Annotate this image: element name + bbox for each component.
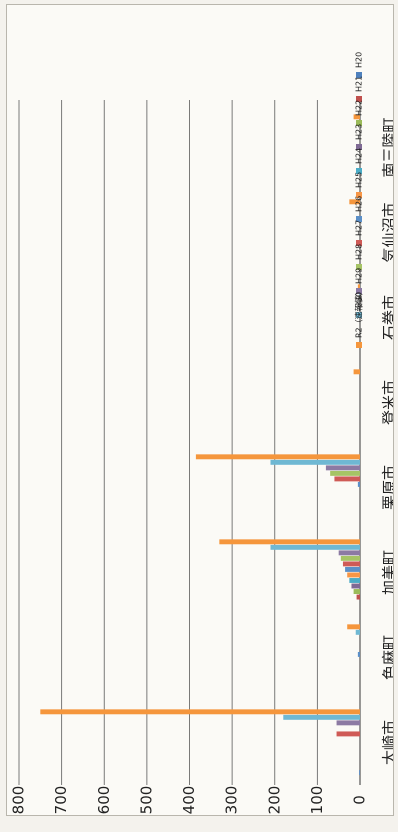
bars [40,114,360,776]
legend-label-5: H25 [355,172,364,188]
bar-2-11 [219,539,360,545]
chart-frame: 0 100 200 300 400 500 600 700 800 大崎市 色麻町 加美町 栗原市 登米市… [6,4,394,816]
bar-2-3 [351,583,360,589]
legend-label-2: H22 [355,100,364,116]
tick-label-600: 600 [95,786,113,815]
legend-swatch-9 [356,288,362,294]
legend-label-10: H30 [355,292,364,308]
category-label-6: 気仙沼市 [381,202,394,262]
bar-0-11 [40,709,360,715]
tick-label-300: 300 [223,786,241,815]
bar-2-6 [345,566,360,572]
tick-label-800: 800 [10,786,28,815]
bar-2-8 [340,555,360,561]
bar-0-7 [336,731,360,737]
legend-label-8: H28 [355,244,364,260]
category-label-5: 石巻市 [381,295,394,340]
legend-label-3: H23 [355,124,364,140]
category-label-1: 色麻町 [381,635,394,680]
legend-swatch-3 [356,144,362,150]
tick-label-400: 400 [180,786,198,815]
category-label-0: 大崎市 [381,720,394,765]
legend-label-6: H26 [355,196,364,212]
bar-2-4 [349,578,360,583]
legend-swatch-0 [356,72,362,78]
bar-3-7 [334,476,360,482]
legend-label-11: R2（速報値） [354,287,364,338]
bar-0-9 [336,720,360,726]
bar-4-11 [353,369,360,375]
bar-7-11 [353,114,360,120]
legend-swatch-6 [356,216,362,222]
bar-1-11 [347,624,360,630]
bar-2-9 [338,550,360,556]
bar-3-9 [325,465,360,471]
bar-2-7 [342,561,360,567]
tick-label-200: 200 [265,786,283,815]
category-label-4: 登米市 [381,380,394,425]
tick-label-700: 700 [52,786,70,815]
tick-label-100: 100 [308,786,326,815]
legend-label-4: H24 [355,148,364,164]
legend-swatch-2 [356,120,362,126]
legend-swatch-8 [356,264,362,270]
gridlines [18,100,361,785]
legend-label-1: H21 [355,76,364,92]
tick-label-500: 500 [137,786,155,815]
legend-swatch-7 [356,240,362,246]
legend-swatch-10 [356,312,362,318]
legend-swatch-5 [356,192,362,198]
bar-2-10 [270,544,360,550]
bar-0-10 [283,714,360,720]
axes: 0 100 200 300 400 500 600 700 800 大崎市 色麻町 加美町 栗原市 登米市… [10,117,394,814]
legend-label-0: H20 [355,52,364,68]
bar-6-11 [349,199,360,205]
bar-3-8 [330,470,360,476]
bar-3-11 [195,454,360,460]
legend-swatch-1 [356,96,362,102]
category-label-2: 加美町 [381,550,394,595]
bar-2-5 [347,572,360,578]
bar-5-11 [357,284,360,290]
bar-2-1 [356,594,360,600]
legend-label-7: H27 [355,220,364,236]
bar-2-2 [353,589,360,594]
legend-swatch-11 [356,342,362,348]
bar-3-6 [357,481,360,487]
legend-label-9: H29 [355,268,364,284]
tick-label-0: 0 [351,795,369,805]
bar-3-10 [270,459,360,465]
bar-0-0 [359,770,360,776]
bar-1-6 [357,651,360,657]
bar-1-10 [355,629,360,635]
bar-chart: 0 100 200 300 400 500 600 700 800 大崎市 色麻町 加美町 栗原市 登米市… [10,52,394,815]
category-label-3: 栗原市 [381,465,394,510]
category-label-7: 南三陸町 [381,117,394,177]
legend-swatch-4 [356,168,362,174]
